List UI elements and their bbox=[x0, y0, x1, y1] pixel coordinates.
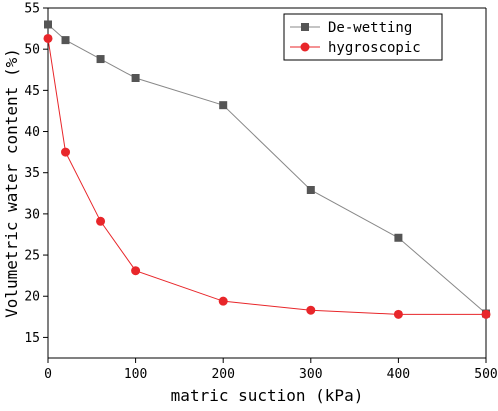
y-tick-label: 20 bbox=[24, 290, 40, 305]
x-tick-label: 0 bbox=[44, 367, 52, 382]
data-point bbox=[218, 296, 228, 306]
series-hygroscopic bbox=[43, 33, 491, 319]
data-point bbox=[44, 20, 52, 29]
data-point bbox=[131, 266, 141, 276]
data-point bbox=[306, 186, 315, 194]
legend-box bbox=[283, 13, 443, 61]
series-de-wetting bbox=[44, 20, 490, 318]
data-point bbox=[43, 33, 53, 43]
y-tick-label: 50 bbox=[24, 43, 40, 58]
data-point bbox=[61, 147, 71, 157]
data-point bbox=[96, 216, 106, 226]
y-tick-label: 35 bbox=[24, 166, 40, 181]
series-layer bbox=[43, 20, 491, 319]
y-tick-label: 55 bbox=[24, 2, 40, 17]
x-tick-label: 400 bbox=[387, 367, 410, 382]
legend: De-wetting hygroscopic bbox=[283, 13, 443, 61]
y-axis-title: Volumetric water content (%) bbox=[2, 48, 21, 318]
y-tick-label: 25 bbox=[24, 249, 40, 264]
data-point bbox=[219, 101, 228, 110]
x-tick-label: 300 bbox=[299, 367, 322, 382]
y-tick-label: 15 bbox=[24, 331, 40, 346]
data-point bbox=[131, 74, 140, 82]
legend-marker bbox=[301, 23, 309, 31]
legend-label: De-wetting bbox=[328, 20, 412, 36]
x-tick-label: 100 bbox=[124, 367, 147, 382]
series-line bbox=[47, 38, 486, 315]
data-point bbox=[394, 233, 403, 242]
data-point bbox=[481, 309, 491, 319]
y-tick-label: 30 bbox=[24, 207, 40, 222]
data-point bbox=[61, 36, 70, 45]
series-line bbox=[47, 24, 487, 314]
x-tick-label: 200 bbox=[211, 367, 234, 382]
legend-label: hygroscopic bbox=[328, 40, 421, 56]
x-tick-label: 500 bbox=[474, 367, 497, 382]
y-tick-label: 40 bbox=[24, 125, 40, 140]
axes: 0 100 200 300 400 500 15 20 25 30 35 40 45 50 55 matric… bbox=[2, 2, 498, 406]
y-tick-label: 45 bbox=[24, 84, 40, 99]
legend-marker bbox=[300, 42, 310, 52]
data-point bbox=[306, 305, 316, 315]
data-point bbox=[393, 309, 403, 319]
x-axis-title: matric suction (kPa) bbox=[171, 386, 364, 405]
data-point bbox=[96, 55, 105, 64]
